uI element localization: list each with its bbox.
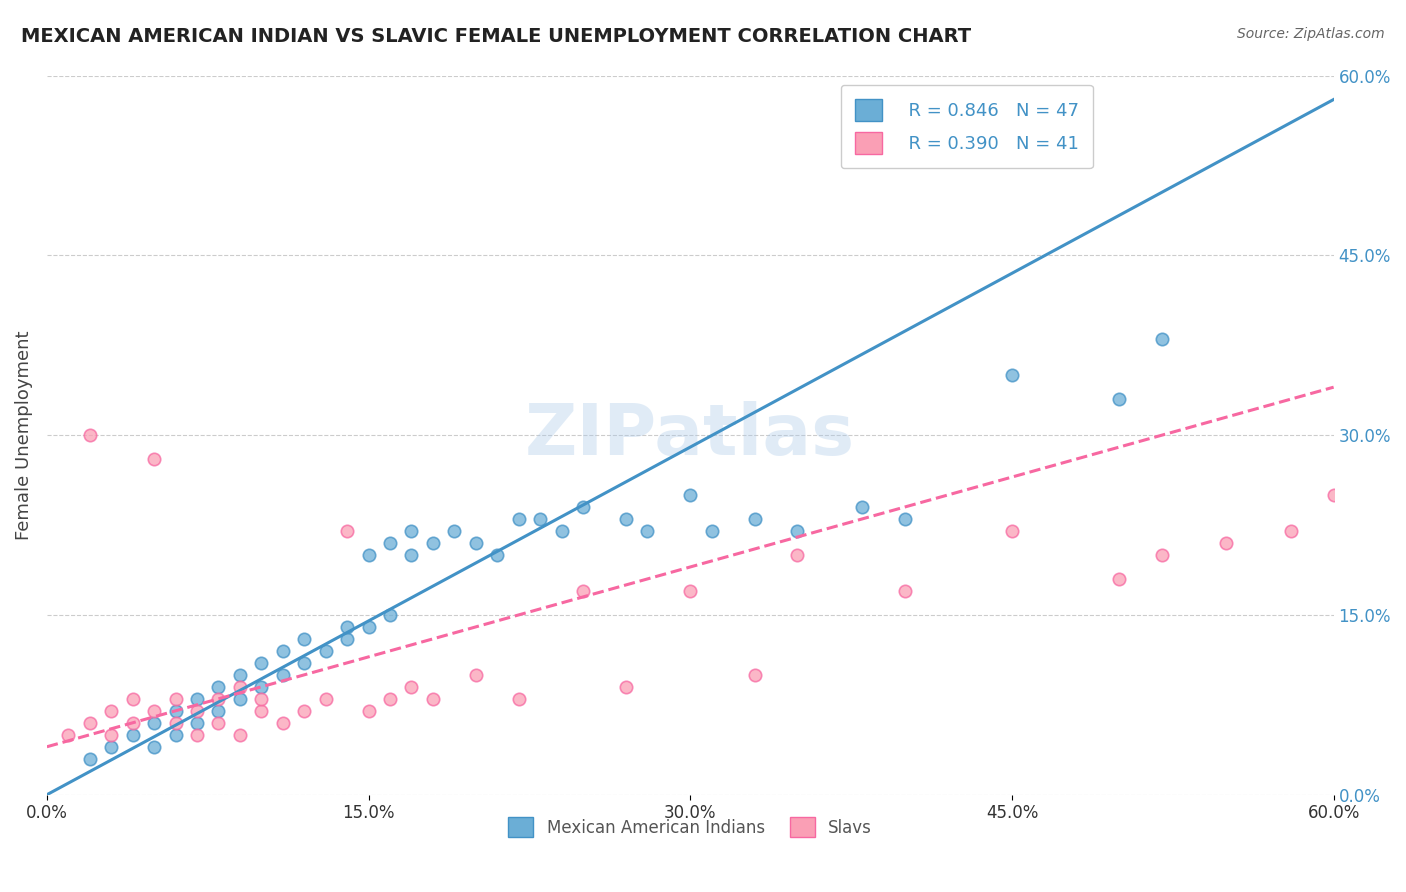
Point xyxy=(786,524,808,538)
Point xyxy=(357,548,380,562)
Point xyxy=(292,656,315,670)
Point xyxy=(186,728,208,742)
Point xyxy=(100,739,122,754)
Point xyxy=(121,691,143,706)
Point xyxy=(143,739,166,754)
Point xyxy=(207,704,229,718)
Point xyxy=(165,704,187,718)
Point xyxy=(143,704,166,718)
Point xyxy=(143,715,166,730)
Point xyxy=(165,691,187,706)
Point xyxy=(508,512,530,526)
Point xyxy=(851,500,873,514)
Point xyxy=(1108,392,1130,406)
Point xyxy=(229,691,252,706)
Point xyxy=(679,583,702,598)
Point xyxy=(893,512,915,526)
Point xyxy=(207,691,229,706)
Point xyxy=(614,512,637,526)
Point xyxy=(250,704,273,718)
Point xyxy=(336,620,359,634)
Point xyxy=(401,548,423,562)
Point xyxy=(1108,572,1130,586)
Point xyxy=(100,704,122,718)
Point xyxy=(186,691,208,706)
Text: ZIPatlas: ZIPatlas xyxy=(526,401,855,469)
Point xyxy=(378,536,401,550)
Point xyxy=(271,668,294,682)
Point xyxy=(1215,536,1237,550)
Point xyxy=(1001,368,1024,383)
Point xyxy=(614,680,637,694)
Point xyxy=(401,680,423,694)
Point xyxy=(229,728,252,742)
Point xyxy=(336,524,359,538)
Point xyxy=(250,656,273,670)
Point xyxy=(229,668,252,682)
Legend: Mexican American Indians, Slavs: Mexican American Indians, Slavs xyxy=(502,810,879,844)
Point xyxy=(1152,548,1174,562)
Point xyxy=(401,524,423,538)
Point xyxy=(786,548,808,562)
Point xyxy=(1001,524,1024,538)
Point xyxy=(550,524,572,538)
Point xyxy=(508,691,530,706)
Point xyxy=(121,715,143,730)
Point xyxy=(893,583,915,598)
Point xyxy=(250,691,273,706)
Point xyxy=(464,668,486,682)
Point xyxy=(207,715,229,730)
Point xyxy=(79,428,101,442)
Point xyxy=(679,488,702,502)
Point xyxy=(292,704,315,718)
Point xyxy=(529,512,551,526)
Point xyxy=(357,704,380,718)
Point xyxy=(207,680,229,694)
Text: Source: ZipAtlas.com: Source: ZipAtlas.com xyxy=(1237,27,1385,41)
Point xyxy=(357,620,380,634)
Point xyxy=(336,632,359,646)
Point xyxy=(422,536,444,550)
Point xyxy=(1279,524,1302,538)
Point xyxy=(165,715,187,730)
Point xyxy=(79,752,101,766)
Point xyxy=(572,583,595,598)
Point xyxy=(443,524,465,538)
Point xyxy=(464,536,486,550)
Point xyxy=(700,524,723,538)
Point xyxy=(744,512,766,526)
Point xyxy=(744,668,766,682)
Point xyxy=(100,728,122,742)
Point xyxy=(486,548,509,562)
Point xyxy=(1152,332,1174,346)
Point xyxy=(292,632,315,646)
Point xyxy=(143,452,166,467)
Point xyxy=(378,607,401,622)
Point xyxy=(186,704,208,718)
Y-axis label: Female Unemployment: Female Unemployment xyxy=(15,330,32,540)
Point xyxy=(422,691,444,706)
Text: MEXICAN AMERICAN INDIAN VS SLAVIC FEMALE UNEMPLOYMENT CORRELATION CHART: MEXICAN AMERICAN INDIAN VS SLAVIC FEMALE… xyxy=(21,27,972,45)
Point xyxy=(121,728,143,742)
Point xyxy=(79,715,101,730)
Point xyxy=(186,715,208,730)
Point xyxy=(1323,488,1346,502)
Point xyxy=(271,644,294,658)
Point xyxy=(271,715,294,730)
Point xyxy=(572,500,595,514)
Point xyxy=(315,691,337,706)
Point xyxy=(165,728,187,742)
Point xyxy=(378,691,401,706)
Point xyxy=(58,728,80,742)
Point xyxy=(315,644,337,658)
Point xyxy=(250,680,273,694)
Point xyxy=(229,680,252,694)
Point xyxy=(636,524,658,538)
